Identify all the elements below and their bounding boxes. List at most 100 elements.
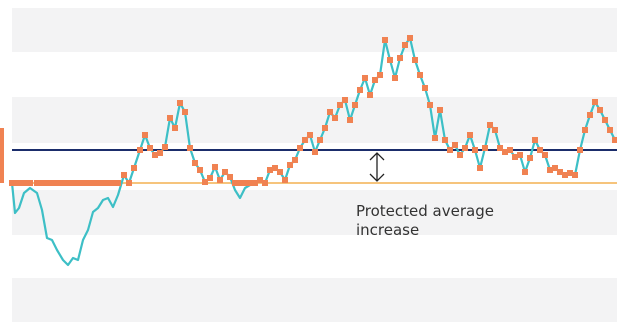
protected-point — [597, 107, 603, 113]
protected-point — [172, 125, 178, 131]
protected-point — [44, 180, 50, 186]
protected-point — [167, 115, 173, 121]
protected-point — [207, 175, 213, 181]
arrow-head — [369, 173, 385, 182]
protected-point — [257, 177, 263, 183]
protected-point — [397, 55, 403, 61]
protected-point — [247, 180, 253, 186]
side-accent — [0, 128, 4, 183]
protected-point — [85, 180, 91, 186]
protected-point — [392, 75, 398, 81]
double-arrow — [369, 152, 385, 182]
protected-point — [492, 127, 498, 133]
protected-point — [567, 170, 573, 176]
protected-point — [557, 169, 563, 175]
protected-point — [312, 149, 318, 155]
protected-point — [75, 180, 81, 186]
protected-point — [39, 180, 45, 186]
protected-point — [12, 180, 18, 186]
protected-point — [297, 145, 303, 151]
protected-point — [572, 172, 578, 178]
protected-point — [522, 169, 528, 175]
protected-point — [592, 99, 598, 105]
protected-point — [282, 177, 288, 183]
protected-point — [602, 117, 608, 123]
arrow-head — [369, 152, 385, 161]
protected-point — [412, 57, 418, 63]
protected-point — [407, 35, 413, 41]
protected-point — [497, 145, 503, 151]
protected-point — [317, 137, 323, 143]
protected-point — [562, 172, 568, 178]
protected-point — [287, 162, 293, 168]
protected-point — [110, 180, 116, 186]
protected-point — [227, 174, 233, 180]
protected-point — [517, 152, 523, 158]
protected-point — [152, 152, 158, 158]
protected-point — [262, 180, 268, 186]
protected-point — [487, 122, 493, 128]
protected-point — [367, 92, 373, 98]
protected-point — [357, 87, 363, 93]
protected-point — [217, 177, 223, 183]
protected-point — [462, 145, 468, 151]
protected-point — [182, 109, 188, 115]
protected-point — [482, 145, 488, 151]
protected-point — [402, 42, 408, 48]
protected-point — [126, 180, 132, 186]
protected-point — [54, 180, 60, 186]
protected-point — [502, 149, 508, 155]
protected-point — [142, 132, 148, 138]
protected-point — [222, 169, 228, 175]
background-band — [12, 190, 617, 235]
protected-point — [95, 180, 101, 186]
protected-point — [417, 72, 423, 78]
protected-point — [457, 152, 463, 158]
protected-point — [252, 180, 258, 186]
protected-point — [162, 144, 168, 150]
protected-point — [422, 85, 428, 91]
protected-point — [512, 154, 518, 160]
protected-point — [131, 165, 137, 171]
protected-point — [342, 97, 348, 103]
protected-point — [347, 117, 353, 123]
protected-point — [90, 180, 96, 186]
protected-point — [442, 137, 448, 143]
protected-point — [232, 180, 238, 186]
protected-point — [237, 180, 243, 186]
protected-point — [587, 112, 593, 118]
protected-point — [307, 132, 313, 138]
protected-point — [537, 147, 543, 153]
protected-point — [34, 180, 40, 186]
protected-point — [121, 172, 127, 178]
protected-point — [137, 147, 143, 153]
protected-point — [272, 165, 278, 171]
protected-point — [80, 180, 86, 186]
protected-point — [202, 179, 208, 185]
protected-point — [100, 180, 106, 186]
protected-point — [157, 150, 163, 156]
protected-point — [427, 102, 433, 108]
protected-point — [197, 167, 203, 173]
protected-point — [27, 180, 33, 186]
protected-point — [337, 102, 343, 108]
protected-point — [472, 147, 478, 153]
protected-point — [352, 102, 358, 108]
annotation: Protected average increase — [356, 202, 494, 239]
protected-point — [16, 180, 22, 186]
protected-point — [242, 180, 248, 186]
protected-point — [377, 72, 383, 78]
protected-point — [187, 145, 193, 151]
protected-point — [447, 147, 453, 153]
protected-point — [327, 109, 333, 115]
protected-point — [372, 77, 378, 83]
background-band — [12, 8, 617, 52]
protected-point — [332, 115, 338, 121]
protected-point — [607, 127, 613, 133]
protected-point — [382, 37, 388, 43]
protected-point — [267, 167, 273, 173]
protected-point — [292, 157, 298, 163]
protected-point — [277, 169, 283, 175]
